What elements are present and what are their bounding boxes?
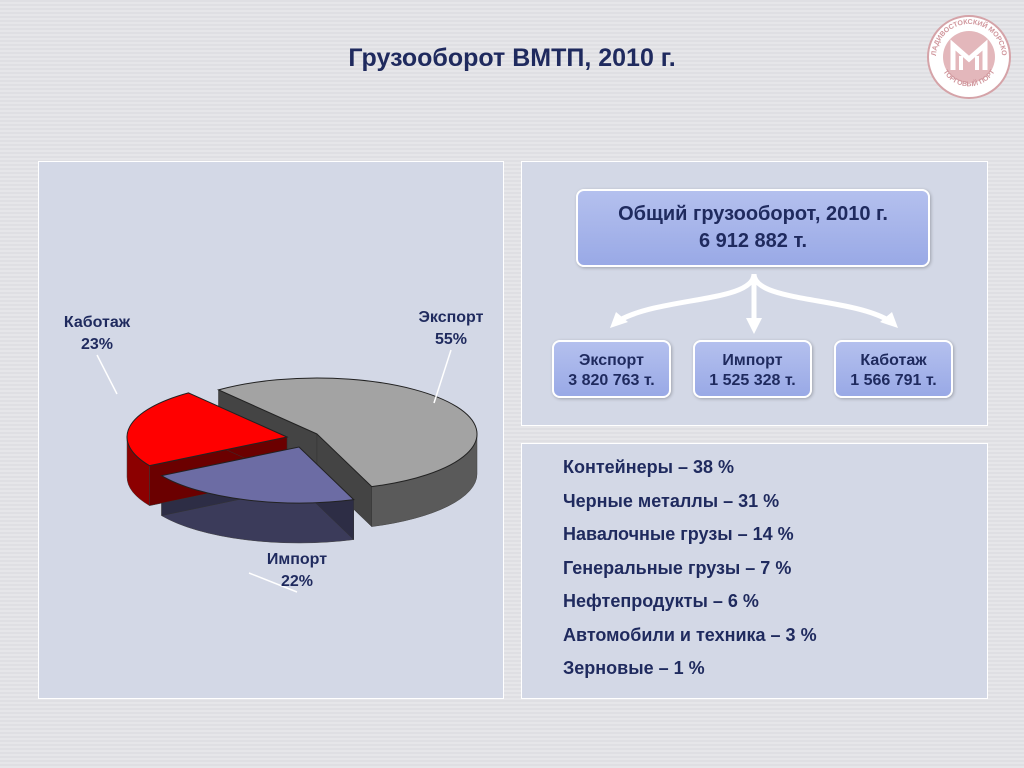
cargo-item: Зерновые – 1 %	[563, 658, 705, 678]
total-value: 6 912 882 т.	[698, 230, 808, 252]
pie-slice-2	[126, 392, 289, 467]
slice-label-2: Каботаж	[64, 314, 131, 331]
page-title: Грузооборот ВМТП, 2010 г.	[348, 44, 676, 72]
export-value: 3 820 763 т.	[568, 372, 655, 389]
total-box: Общий грузооборот, 2010 г. 6 912 882 т.	[576, 189, 930, 267]
cargo-list: Контейнеры – 38 % Черные металлы – 31 % …	[563, 456, 817, 691]
arrow-to-cabotage-head	[880, 312, 898, 328]
total-title: Общий грузооборот, 2010 г.	[618, 203, 888, 225]
pie-chart: Экспорт 55% Импорт 22% Каботаж 23%	[64, 309, 484, 593]
import-label: Импорт	[722, 352, 783, 369]
arrows-diagram	[610, 273, 898, 334]
slice-label-0: Экспорт	[419, 309, 484, 326]
leader-line-2	[96, 354, 118, 395]
cargo-item: Автомобили и техника – 3 %	[563, 624, 817, 645]
cabotage-value: 1 566 791 т.	[850, 372, 937, 389]
arrow-to-cabotage	[751, 273, 890, 323]
port-logo: ВЛАДИВОСТОКСКИЙ МОРСКОЙ ТОРГОВЫЙ ПОРТ	[923, 7, 1012, 100]
cargo-item: Нефтепродукты – 6 %	[563, 591, 759, 611]
cabotage-label: Каботаж	[860, 352, 927, 369]
slice-percent-1: 22%	[281, 573, 313, 590]
cargo-item: Черные металлы – 31 %	[563, 490, 780, 511]
cargo-panel: Контейнеры – 38 % Черные металлы – 31 % …	[521, 443, 988, 699]
export-label: Экспорт	[579, 352, 644, 369]
export-box: Экспорт 3 820 763 т.	[552, 340, 671, 398]
cargo-item: Генеральные грузы – 7 %	[563, 557, 792, 578]
import-value: 1 525 328 т.	[709, 372, 796, 389]
arrow-to-export-head	[610, 312, 628, 328]
arrow-to-export	[618, 273, 757, 323]
leader-line-1	[248, 572, 298, 593]
arrow-to-import-head	[746, 318, 762, 334]
pie-slice-0	[217, 377, 478, 488]
slice-percent-0: 55%	[435, 331, 467, 348]
import-box: Импорт 1 525 328 т.	[693, 340, 812, 398]
pie-slice-1	[160, 446, 355, 504]
slice-percent-2: 23%	[81, 336, 113, 353]
leader-line-0	[433, 349, 452, 404]
cargo-item: Навалочные грузы – 14 %	[563, 524, 794, 544]
cabotage-box: Каботаж 1 566 791 т.	[834, 340, 953, 398]
total-panel: Общий грузооборот, 2010 г. 6 912 882 т. …	[521, 161, 988, 426]
chart-panel: Экспорт 55% Импорт 22% Каботаж 23%	[38, 161, 504, 699]
slice-label-1: Импорт	[267, 551, 327, 568]
cargo-item: Контейнеры – 38 %	[563, 457, 735, 477]
